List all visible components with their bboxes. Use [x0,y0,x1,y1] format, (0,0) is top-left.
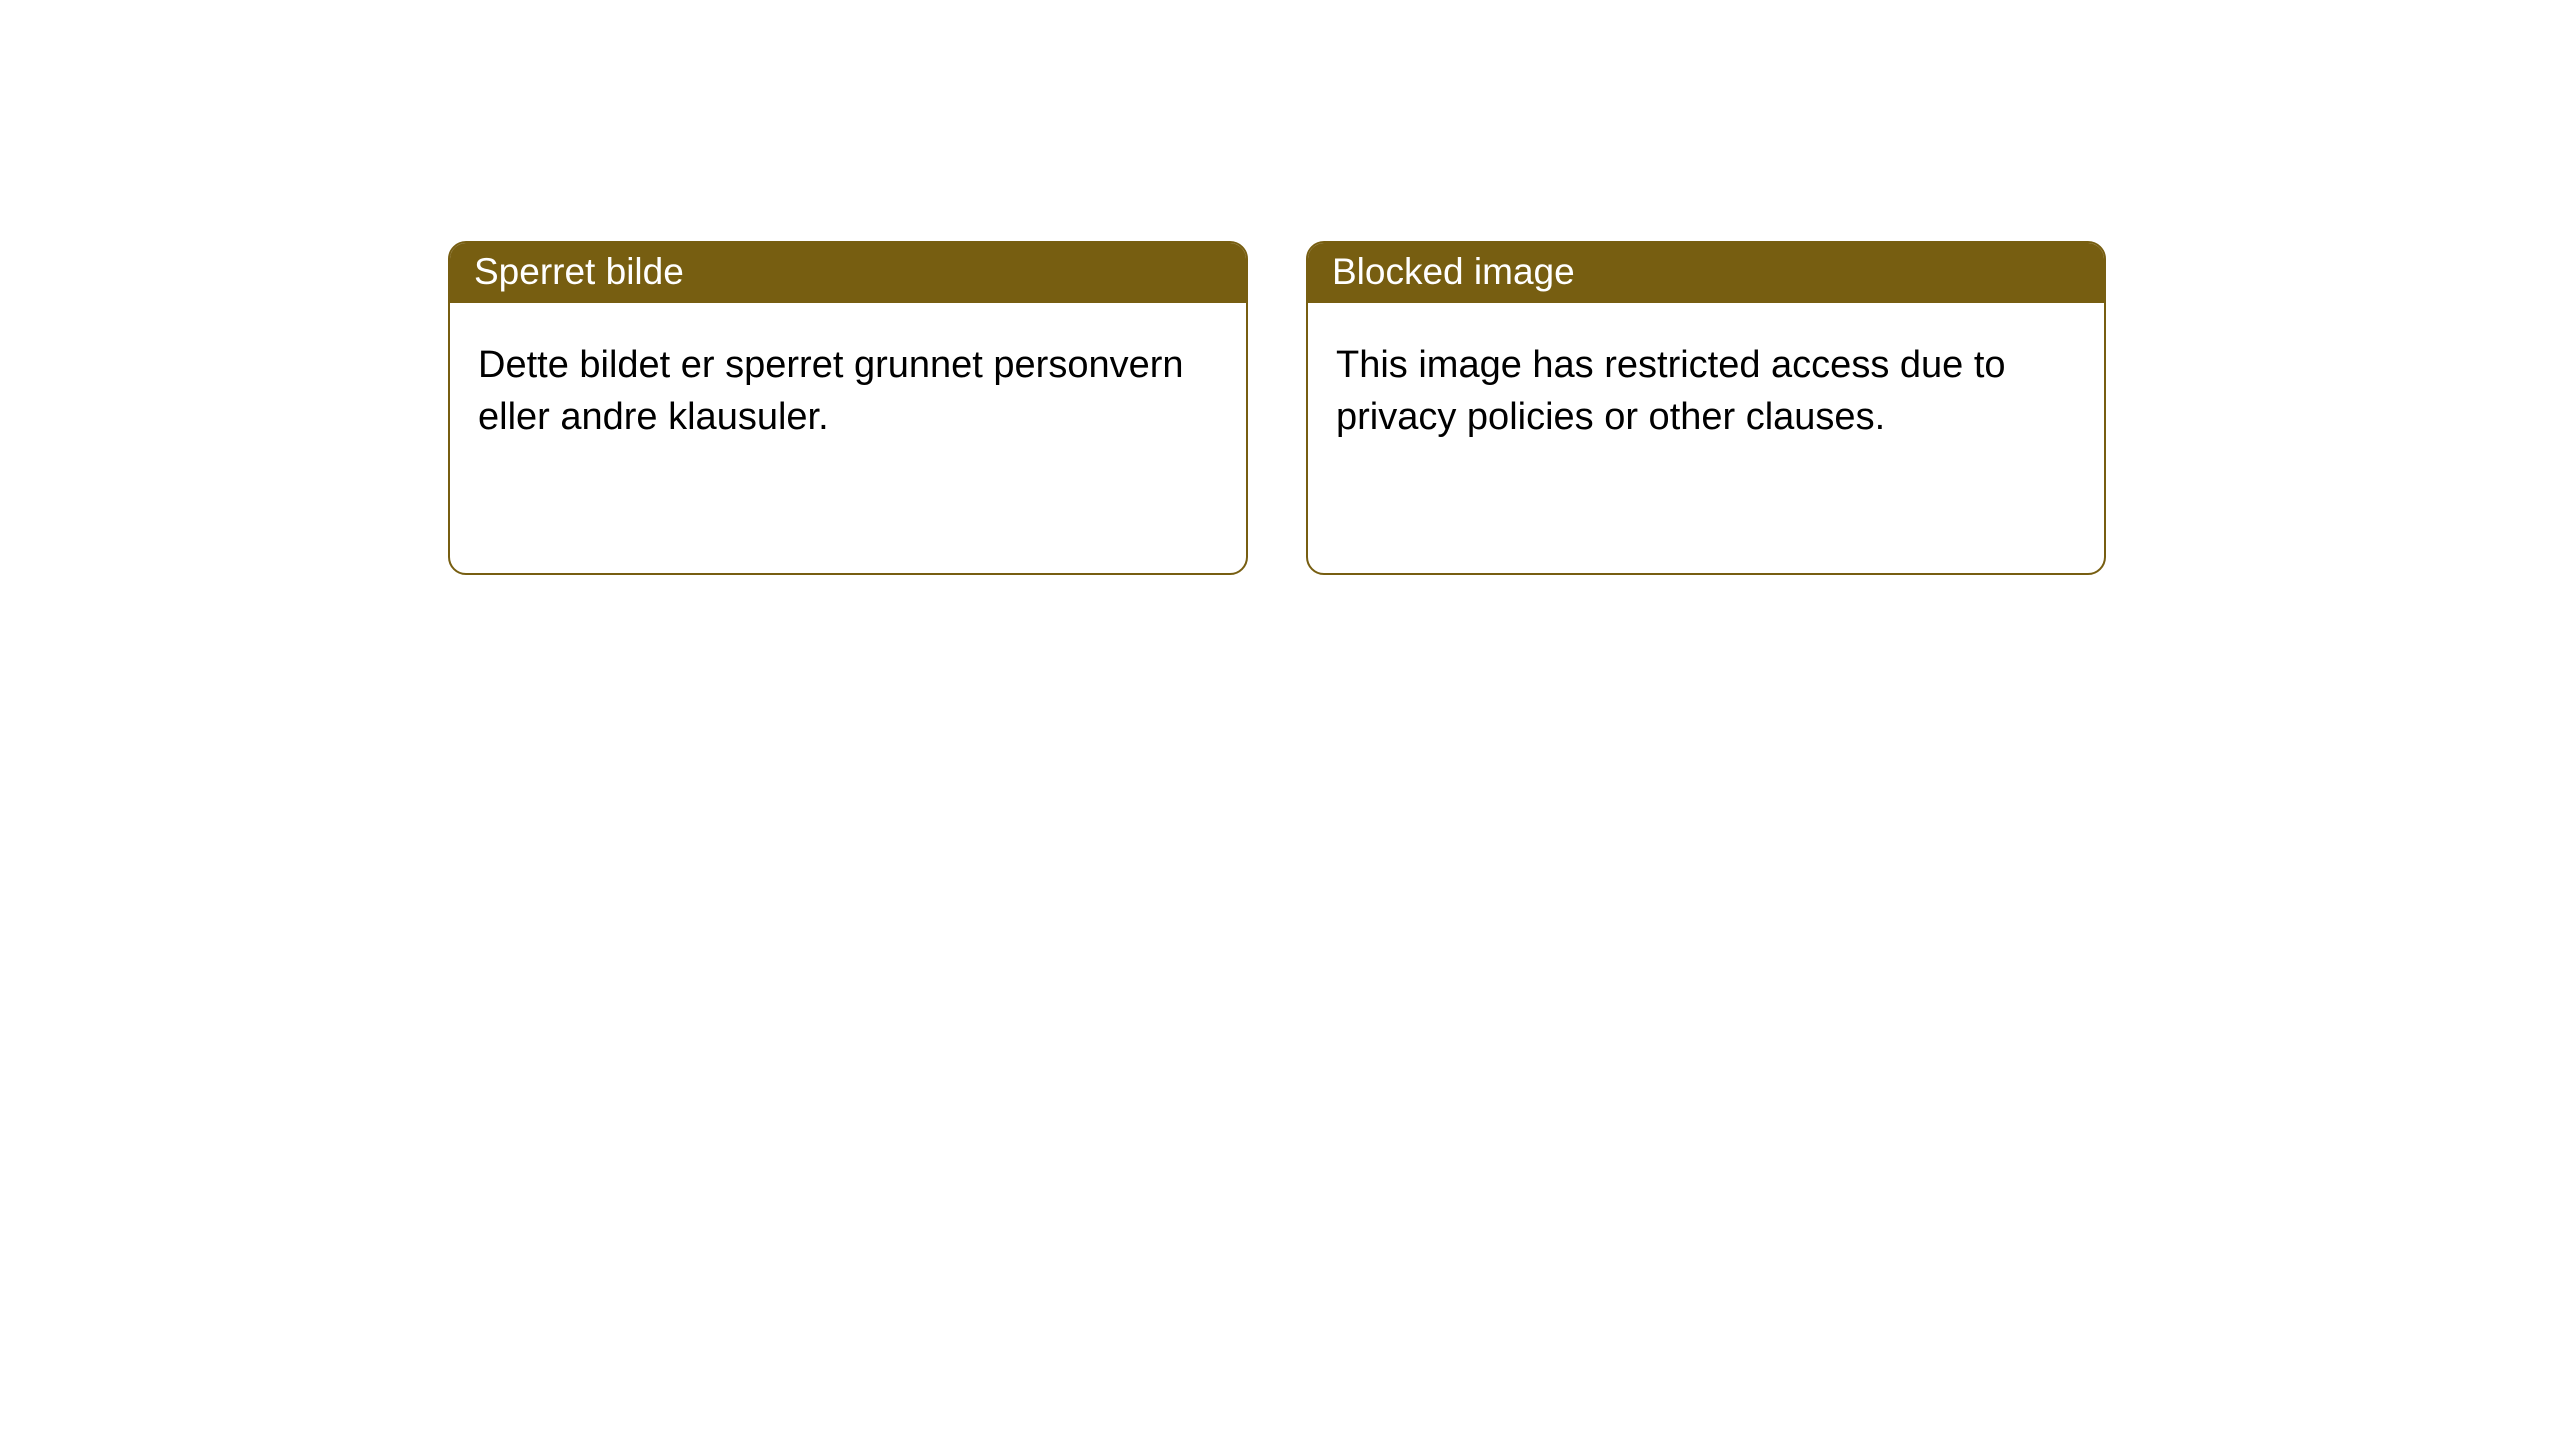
notice-body: This image has restricted access due to … [1308,303,2104,573]
notice-title: Sperret bilde [474,251,684,292]
notice-card-english: Blocked image This image has restricted … [1306,241,2106,575]
notice-body: Dette bildet er sperret grunnet personve… [450,303,1246,573]
notice-header: Sperret bilde [450,243,1246,303]
notice-text: Dette bildet er sperret grunnet personve… [478,339,1218,444]
notices-container: Sperret bilde Dette bildet er sperret gr… [0,0,2560,575]
notice-header: Blocked image [1308,243,2104,303]
notice-card-norwegian: Sperret bilde Dette bildet er sperret gr… [448,241,1248,575]
notice-title: Blocked image [1332,251,1575,292]
notice-text: This image has restricted access due to … [1336,339,2076,444]
